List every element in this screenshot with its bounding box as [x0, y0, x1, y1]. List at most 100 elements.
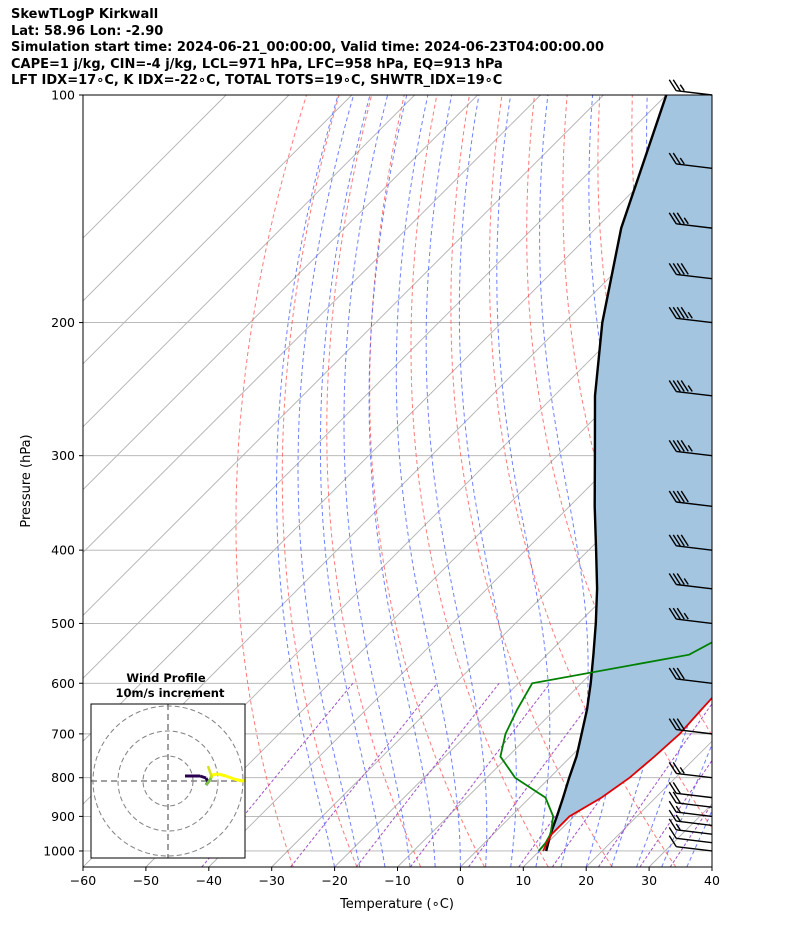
wind-barb: [668, 263, 713, 280]
dry-adiabat: [488, 95, 677, 867]
inset-ring: [117, 730, 219, 832]
isotherm-line: [334, 488, 712, 867]
wind-barb: [668, 152, 713, 169]
wind-barb: [668, 718, 713, 735]
cape-area: [543, 95, 712, 851]
barb-staff: [676, 678, 713, 684]
barb-flag: [676, 306, 685, 319]
cape-shading: [543, 95, 712, 851]
mixing-ratio-line: [639, 759, 712, 867]
barb-flag: [668, 79, 677, 92]
barb-staff: [676, 802, 713, 808]
dry-adiabat: [410, 95, 549, 867]
hodograph-segment: [217, 772, 227, 778]
inset-title: Wind Profile: [126, 671, 206, 685]
mixing-ratio-line: [355, 682, 500, 867]
wind-barb: [668, 800, 713, 818]
wind-barb: [668, 818, 713, 835]
barb-flag: [680, 534, 689, 547]
barb-staff: [676, 583, 713, 590]
parcel-trace: [545, 95, 668, 852]
isotherm-line: [83, 111, 712, 742]
barb-flag: [672, 263, 681, 275]
dry-adiabat: [369, 95, 485, 867]
isotherm-line: [83, 95, 541, 554]
hodograph-segment: [241, 778, 245, 783]
barb-flag: [668, 440, 677, 452]
moist-adiabat: [539, 95, 589, 867]
y-tick-label: 600: [51, 676, 75, 691]
barb-flag: [668, 152, 677, 165]
y-tick-label: 500: [51, 616, 75, 631]
barb-flag: [676, 573, 685, 585]
mixing-ratio-line: [409, 682, 551, 867]
barb-flag: [668, 781, 677, 794]
isotherm-line: [397, 551, 712, 867]
wind-barbs: [668, 79, 713, 852]
x-tick-label: −50: [133, 873, 159, 888]
barb-flag: [672, 573, 681, 585]
temperature-profile: [542, 696, 712, 852]
barb-staff: [676, 390, 713, 397]
barb-flag: [676, 212, 685, 225]
barb-staff: [676, 829, 713, 835]
barb-flag: [668, 800, 677, 813]
barb-flag: [668, 826, 677, 839]
barb-half-flag: [687, 444, 693, 452]
barb-flag: [672, 79, 681, 92]
inset-frame: [90, 703, 246, 859]
dewpoint-profile: [499, 641, 712, 852]
barb-flag: [668, 762, 677, 774]
barb-staff: [676, 837, 713, 844]
wind-barb: [668, 490, 713, 508]
barb-flag: [676, 667, 685, 680]
isotherm-line: [271, 426, 712, 867]
isotherm-line: [83, 95, 227, 239]
y-tick-label: 300: [51, 448, 75, 463]
axis-ticks: −60 −50 −40 −30 −20 −10 0 10 20 30 40 1000 900 800 700…: [43, 88, 720, 889]
hodograph-segment: [204, 779, 212, 786]
barb-staff: [676, 501, 713, 508]
barb-staff: [676, 163, 713, 169]
moist-adiabat: [458, 95, 517, 867]
barb-flag: [668, 809, 677, 822]
barb-flag: [672, 306, 681, 319]
barb-flag: [680, 306, 689, 319]
wind-barb: [668, 791, 713, 808]
barb-flag: [680, 490, 689, 503]
barb-half-flag: [687, 311, 693, 319]
barb-flag: [672, 152, 681, 165]
sounding-profiles: [499, 95, 712, 852]
isotherm-line: [83, 95, 290, 302]
wind-barb: [668, 306, 713, 324]
x-axis-title: Temperature (∘C): [339, 897, 454, 912]
barb-flag: [668, 380, 677, 392]
x-tick-label: −10: [384, 873, 410, 888]
dry-adiabat: [763, 95, 794, 867]
barb-flag: [672, 781, 681, 794]
barb-flag: [668, 306, 677, 319]
barb-flag: [672, 380, 681, 392]
moist-adiabat: [425, 95, 488, 867]
barb-flag: [676, 380, 685, 392]
wind-barb: [668, 835, 713, 852]
barb-flag: [680, 380, 689, 392]
dry-adiabat: [235, 95, 307, 867]
barb-half-flag: [683, 578, 689, 585]
wind-barb: [668, 607, 713, 625]
barb-flag: [668, 534, 677, 547]
barb-flag: [676, 607, 685, 620]
isotherm-line: [83, 95, 604, 617]
barb-staff: [676, 450, 713, 457]
barb-flag: [668, 791, 677, 804]
barb-half-flag: [675, 805, 681, 813]
y-tick-label: 100: [51, 88, 75, 103]
barb-staff: [676, 772, 713, 779]
barb-staff: [676, 811, 713, 818]
hodograph-segment: [233, 777, 243, 783]
barb-flag: [668, 212, 677, 225]
barb-flag: [672, 791, 681, 804]
indices-line-1: CAPE=1 j/kg, CIN=-4 j/kg, LCL=971 hPa, L…: [11, 56, 503, 72]
y-axis-title: Pressure (hPa): [19, 434, 34, 527]
barb-flag: [672, 440, 681, 452]
